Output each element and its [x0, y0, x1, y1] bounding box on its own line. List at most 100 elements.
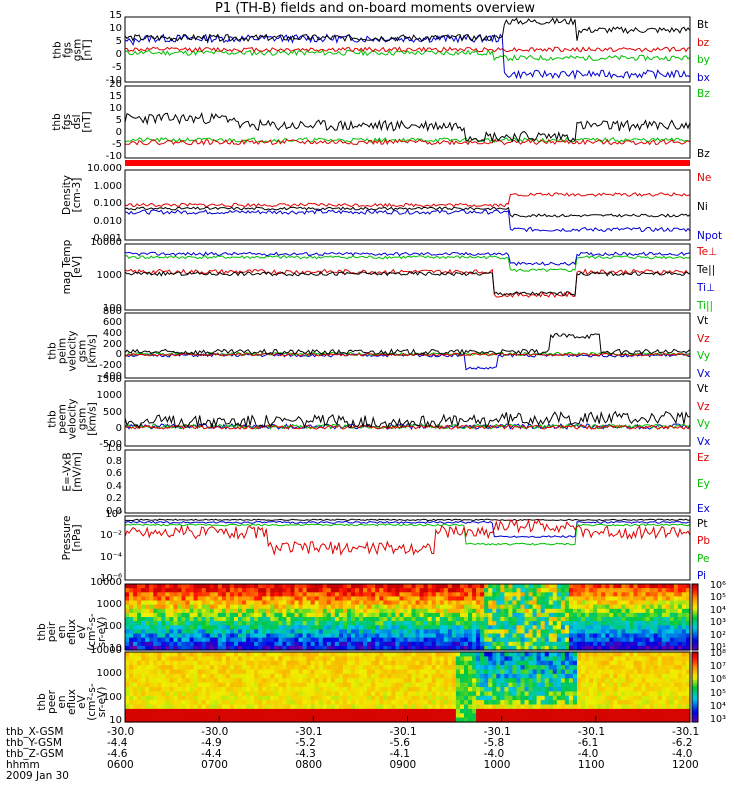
spectrogram-cell — [443, 641, 449, 647]
spectrogram-cell — [427, 687, 433, 692]
spectrogram-cell — [593, 669, 598, 675]
spectrogram-cell — [225, 678, 231, 684]
spectrogram-cell — [431, 633, 437, 639]
spectrogram-cell — [601, 633, 606, 639]
spectrogram-cell — [577, 596, 582, 602]
spectrogram-cell — [238, 708, 243, 714]
spectrogram-cell — [298, 645, 304, 651]
spectrogram-cell — [185, 604, 191, 610]
spectrogram-cell — [399, 717, 404, 723]
spectrogram-cell — [338, 695, 344, 701]
spectrogram-cell — [310, 713, 316, 719]
spectrogram-cell — [310, 645, 316, 651]
spectrogram-cell — [492, 678, 497, 684]
spectrogram-cell — [242, 592, 247, 597]
spectrogram-cell — [649, 592, 655, 597]
tick-label: 1000 — [96, 270, 122, 281]
spectrogram-cell — [613, 704, 618, 710]
spectrogram-cell — [411, 608, 417, 614]
spectrogram-cell — [306, 660, 312, 666]
spectrogram-cell — [181, 645, 187, 651]
spectrogram-cell — [573, 704, 578, 710]
spectrogram-cell — [645, 645, 651, 651]
spectrogram-cell — [677, 669, 683, 675]
spectrogram-cell — [270, 592, 275, 597]
spectrogram-cell — [621, 673, 626, 679]
spectrogram-cell — [197, 687, 203, 692]
spectrogram-cell — [451, 641, 457, 647]
spectrogram-cell — [209, 621, 215, 626]
spectrogram-cell — [383, 633, 388, 639]
spectrogram-cell — [399, 652, 404, 657]
spectrogram-cell — [242, 617, 247, 622]
spectrogram-cell — [258, 617, 263, 622]
spectrogram-cell — [383, 608, 388, 614]
spectrogram-cell — [387, 592, 392, 597]
spectrogram-cell — [423, 678, 429, 684]
footer-value: -30.0 — [201, 726, 229, 738]
spectrogram-cell — [209, 708, 215, 714]
spectrogram-cell — [133, 713, 138, 719]
spectrogram-cell — [225, 641, 231, 647]
spectrogram-cell — [661, 625, 667, 630]
spectrogram-cell — [375, 704, 380, 710]
spectrogram-cell — [326, 669, 332, 675]
spectrogram-cell — [593, 704, 598, 710]
spectrogram-cell — [342, 612, 348, 618]
spectrogram-cell — [593, 678, 598, 684]
spectrogram-cell — [564, 687, 570, 692]
spectrogram-cell — [351, 641, 356, 647]
spectrogram-cell — [500, 633, 505, 639]
footer-value: -30.1 — [577, 726, 605, 738]
spectrogram-cell — [197, 592, 203, 597]
footer-label: thb_Y-GSM — [6, 737, 62, 749]
spectrogram-cell — [488, 600, 493, 606]
spectrogram-cell — [468, 682, 473, 688]
spectrogram-cell — [665, 708, 671, 714]
spectrogram-cell — [326, 596, 332, 602]
spectrogram-cell — [221, 596, 227, 602]
spectrogram-cell — [431, 584, 437, 589]
spectrogram-cell — [141, 584, 146, 589]
spectrogram-cell — [189, 596, 195, 602]
spectrogram-cell — [593, 584, 598, 589]
spectrogram-cell — [161, 652, 166, 657]
spectrogram-cell — [330, 673, 336, 679]
spectrogram-cell — [508, 673, 513, 679]
spectrogram-cell — [322, 625, 328, 630]
spectrogram-cell — [145, 645, 150, 651]
spectrogram-cell — [540, 691, 546, 697]
spectrogram-cell — [645, 695, 651, 701]
spectrogram-cell — [379, 617, 384, 622]
spectrogram-cell — [250, 645, 255, 651]
spectrogram-cell — [686, 612, 691, 618]
spectrogram-cell — [512, 708, 517, 714]
spectrogram-cell — [532, 584, 538, 589]
spectrogram-cell — [649, 617, 655, 622]
spectrogram-cell — [451, 700, 457, 706]
spectrogram-cell — [197, 612, 203, 618]
legend-entry: Pi — [697, 570, 707, 582]
spectrogram-cell — [278, 652, 283, 657]
spectrogram-cell — [605, 621, 610, 626]
spectrogram-cell — [133, 600, 138, 606]
spectrogram-cell — [165, 633, 170, 639]
spectrogram-cell — [274, 625, 279, 630]
spectrogram-cell — [677, 608, 683, 614]
spectrogram-cell — [653, 592, 659, 597]
spectrogram-cell — [455, 645, 461, 651]
spectrogram-cell — [637, 612, 643, 618]
spectrogram-cell — [306, 604, 312, 610]
spectrogram-cell — [641, 592, 647, 597]
spectrogram-cell — [262, 713, 267, 719]
spectrogram-cell — [351, 637, 356, 643]
spectrogram-cell — [621, 660, 626, 666]
spectrogram-cell — [298, 687, 304, 692]
spectrogram-cell — [431, 641, 437, 647]
spectrogram-cell — [593, 608, 598, 614]
spectrogram-cell — [133, 695, 138, 701]
spectrogram-cell — [681, 645, 687, 651]
spectrogram-cell — [419, 656, 425, 662]
spectrogram-cell — [347, 621, 352, 626]
spectrogram-cell — [242, 691, 247, 697]
